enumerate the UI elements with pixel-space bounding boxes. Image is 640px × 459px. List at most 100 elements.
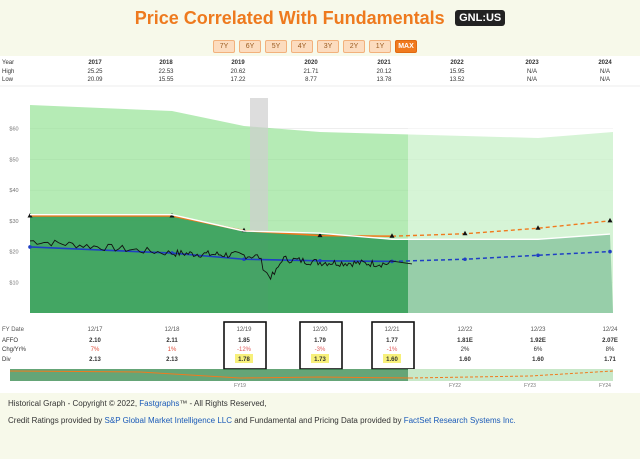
normal-pe-marker bbox=[463, 257, 467, 262]
affo-value: 1.92E bbox=[530, 338, 546, 344]
year-2022: 2022 bbox=[450, 60, 464, 66]
footer-copyright: Historical Graph - Copyright © 2022, Fas… bbox=[8, 399, 267, 408]
normal-pe-marker bbox=[536, 253, 540, 258]
mini-label: FY19 bbox=[234, 383, 246, 389]
chg-value: -1% bbox=[387, 347, 398, 353]
fy-date: 12/18 bbox=[164, 327, 180, 333]
range-button-max[interactable]: MAX bbox=[395, 40, 417, 53]
eps-marker bbox=[462, 230, 468, 236]
mini-label: FY22 bbox=[449, 383, 461, 389]
mini-label: FY24 bbox=[599, 383, 611, 389]
div-label: Div bbox=[2, 357, 11, 363]
year-2024: 2024 bbox=[598, 60, 612, 66]
future-overlay bbox=[408, 98, 613, 313]
year-label: Year bbox=[2, 60, 14, 66]
chg-value: -12% bbox=[237, 347, 252, 353]
div-value: 2.13 bbox=[166, 357, 178, 363]
normal-pe-marker bbox=[318, 258, 322, 263]
high-value: 21.71 bbox=[303, 69, 319, 75]
affo-value: 2.11 bbox=[166, 338, 178, 344]
chg-value: 7% bbox=[91, 347, 100, 353]
normal-pe-marker bbox=[28, 245, 32, 249]
div-value: 1.73 bbox=[314, 357, 326, 363]
high-value: 15.95 bbox=[449, 69, 465, 75]
fundamentals-chart: Year High Low 2017 25.25 20.09 2018 22.53 15.55 2… bbox=[0, 60, 640, 405]
y-tick-label: $30 bbox=[9, 219, 18, 225]
chart-title: Price Correlated With Fundamentals bbox=[134, 8, 445, 28]
dividends-por-line bbox=[30, 214, 611, 240]
low-value: 8.77 bbox=[305, 77, 317, 83]
high-value: N/A bbox=[527, 69, 537, 75]
mini-label: FY23 bbox=[524, 383, 536, 389]
fy-date: 12/23 bbox=[530, 327, 546, 333]
chg-value: 2% bbox=[461, 347, 470, 353]
y-tick-label: $40 bbox=[9, 188, 18, 194]
eps-marker bbox=[389, 233, 395, 238]
affo-value: 2.10 bbox=[89, 338, 101, 344]
low-value: N/A bbox=[527, 77, 537, 83]
mini-future-area bbox=[408, 369, 613, 381]
low-label: Low bbox=[2, 77, 14, 83]
affo-label: AFFO bbox=[2, 338, 18, 344]
low-value: 13.78 bbox=[376, 77, 392, 83]
eps-marker bbox=[607, 217, 613, 223]
year-2017: 2017 bbox=[88, 60, 102, 66]
range-button-6y[interactable]: 6Y bbox=[239, 40, 261, 53]
low-value: 17.22 bbox=[230, 77, 246, 83]
fy-date: 12/17 bbox=[87, 327, 103, 333]
range-button-5y[interactable]: 5Y bbox=[265, 40, 287, 53]
range-button-3y[interactable]: 3Y bbox=[317, 40, 339, 53]
div-value: 1.60 bbox=[459, 357, 471, 363]
chg-label: Chg/Yr% bbox=[2, 347, 27, 353]
high-value: 22.53 bbox=[158, 69, 174, 75]
div-value: 1.60 bbox=[532, 357, 544, 363]
low-value: 13.52 bbox=[449, 77, 465, 83]
div-highlight bbox=[235, 354, 253, 363]
sp-global-link[interactable]: S&P Global Market Intelligence LLC bbox=[104, 416, 232, 425]
y-tick-label: $10 bbox=[9, 280, 18, 286]
range-button-4y[interactable]: 4Y bbox=[291, 40, 313, 53]
div-highlight bbox=[383, 354, 401, 363]
y-tick-label: $20 bbox=[9, 250, 18, 256]
ticker-badge: GNL:US bbox=[455, 10, 506, 26]
high-label: High bbox=[2, 69, 14, 75]
fy-date: 12/24 bbox=[602, 327, 618, 333]
chart-title-bar: Price Correlated With Fundamentals GNL:U… bbox=[0, 8, 640, 29]
div-highlight bbox=[311, 354, 329, 363]
high-value: 20.12 bbox=[376, 69, 392, 75]
eps-marker bbox=[317, 232, 323, 238]
year-2021: 2021 bbox=[377, 60, 391, 66]
high-value: 25.25 bbox=[87, 69, 103, 75]
fy-date: 12/22 bbox=[457, 327, 473, 333]
high-value: N/A bbox=[600, 69, 610, 75]
affo-value: 1.85 bbox=[238, 338, 250, 344]
year-2020: 2020 bbox=[304, 60, 318, 66]
mini-eps-estimate bbox=[409, 370, 614, 379]
eps-estimate-line bbox=[391, 220, 611, 237]
range-selector: 7Y 6Y 5Y 4Y 3Y 2Y 1Y MAX bbox=[213, 40, 417, 53]
fy-date: 12/20 bbox=[312, 327, 328, 333]
div-value: 2.13 bbox=[89, 357, 101, 363]
price-line bbox=[29, 239, 413, 281]
affo-value: 1.81E bbox=[457, 338, 473, 344]
chg-value: -3% bbox=[315, 347, 326, 353]
eps-marker bbox=[535, 225, 541, 230]
fastgraphs-link[interactable]: Fastgraphs bbox=[139, 399, 180, 408]
range-button-7y[interactable]: 7Y bbox=[213, 40, 235, 53]
year-2018: 2018 bbox=[159, 60, 173, 66]
footer-credits: Credit Ratings provided by S&P Global Ma… bbox=[8, 416, 516, 425]
high-value: 20.62 bbox=[230, 69, 246, 75]
range-button-1y[interactable]: 1Y bbox=[369, 40, 391, 53]
low-value: N/A bbox=[600, 77, 610, 83]
y-tick-label: $50 bbox=[9, 157, 18, 163]
year-2023: 2023 bbox=[525, 60, 539, 66]
chg-value: 6% bbox=[534, 347, 543, 353]
factset-link[interactable]: FactSet Research Systems Inc. bbox=[403, 416, 516, 425]
low-value: 15.55 bbox=[158, 77, 174, 83]
low-value: 20.09 bbox=[87, 77, 103, 83]
mini-eps-line bbox=[9, 370, 411, 379]
range-button-2y[interactable]: 2Y bbox=[343, 40, 365, 53]
normal-pe-marker bbox=[608, 249, 612, 254]
affo-value: 1.79 bbox=[314, 338, 326, 344]
fy-date: 12/19 bbox=[236, 327, 252, 333]
